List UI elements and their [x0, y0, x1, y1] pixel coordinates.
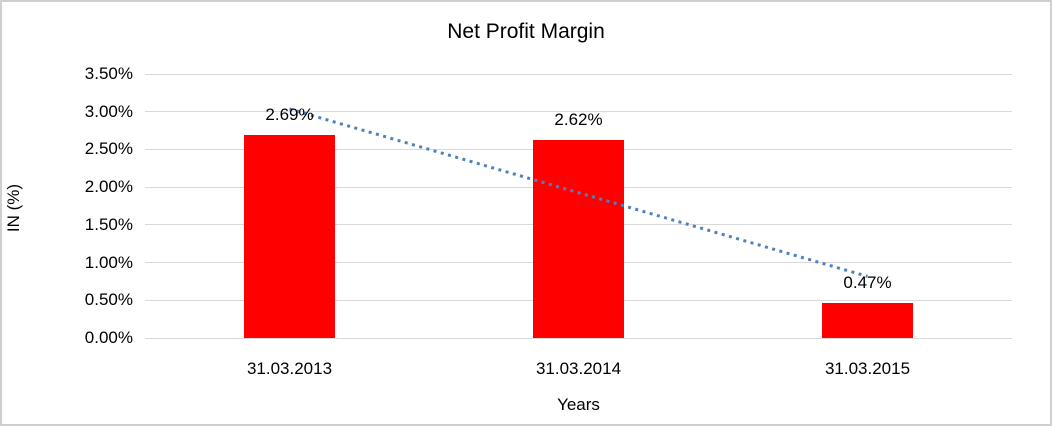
y-tick-label: 1.00% — [84, 252, 133, 272]
bar-data-label: 0.47% — [843, 272, 892, 292]
x-tick-label: 31.03.2015 — [824, 359, 911, 378]
bar — [533, 140, 624, 338]
x-tick-label: 31.03.2014 — [535, 359, 622, 378]
gridline — [145, 73, 1012, 75]
x-axis-title: Years — [557, 395, 600, 414]
y-tick-label: 2.00% — [84, 177, 133, 197]
bar-data-label: 2.69% — [265, 105, 314, 125]
y-tick-label: 3.50% — [84, 64, 133, 83]
bar — [822, 302, 913, 338]
bar — [244, 135, 335, 338]
bar-data-label: 2.62% — [554, 110, 603, 130]
y-tick-label: 0.00% — [84, 328, 133, 347]
x-tick-label: 31.03.2013 — [246, 359, 333, 378]
x-axis-line — [145, 337, 1012, 339]
y-axis-title: IN (%) — [4, 183, 23, 233]
plot-area — [145, 73, 1012, 339]
y-tick-label: 1.50% — [84, 214, 133, 234]
y-tick-label: 0.50% — [84, 290, 133, 310]
y-tick-label: 3.00% — [84, 101, 133, 121]
y-tick-label: 2.50% — [84, 139, 133, 159]
chart-title: Net Profit Margin — [447, 20, 605, 43]
